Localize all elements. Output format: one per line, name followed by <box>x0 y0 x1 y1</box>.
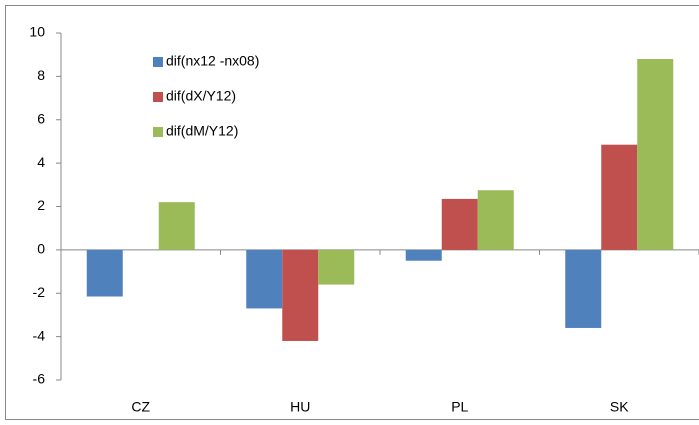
bar <box>477 190 514 250</box>
bar <box>565 249 602 328</box>
y-tick-label: -6 <box>33 371 46 387</box>
bar <box>86 249 123 297</box>
x-tick-label: PL <box>451 399 468 415</box>
y-tick-label: 2 <box>37 197 45 213</box>
legend-swatch <box>153 92 163 102</box>
bar <box>246 249 283 309</box>
bar <box>158 202 195 250</box>
bar <box>637 59 674 250</box>
y-tick-label: -4 <box>33 327 46 343</box>
y-tick-label: 8 <box>37 67 45 83</box>
bar <box>282 249 319 341</box>
x-tick-label: SK <box>610 399 629 415</box>
chart-border <box>5 5 699 420</box>
legend-label: dif(dM/Y12) <box>166 123 238 139</box>
legend-label: dif(dX/Y12) <box>166 88 236 104</box>
bar <box>318 249 355 285</box>
y-tick-label: 6 <box>37 110 45 126</box>
y-tick-label: -2 <box>33 284 46 300</box>
legend-label: dif(nx12 -nx08) <box>166 53 259 69</box>
x-tick-label: CZ <box>131 399 150 415</box>
y-tick-label: 0 <box>37 241 45 257</box>
bar <box>601 144 638 250</box>
y-tick-label: 10 <box>29 24 45 40</box>
y-tick-label: 4 <box>37 154 45 170</box>
bar <box>441 198 478 250</box>
bar <box>405 249 442 261</box>
legend-swatch <box>153 57 163 67</box>
x-tick-label: HU <box>290 399 310 415</box>
legend-swatch <box>153 127 163 137</box>
